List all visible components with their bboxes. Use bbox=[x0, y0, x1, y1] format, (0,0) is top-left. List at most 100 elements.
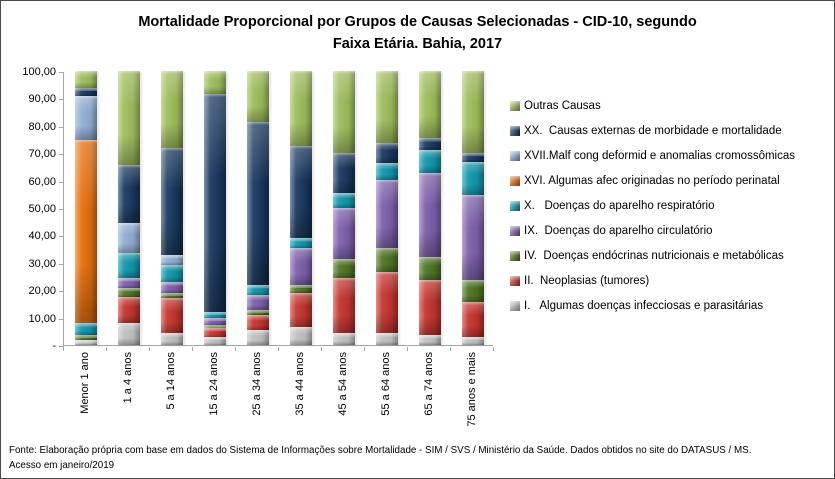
bar-segment bbox=[74, 340, 97, 345]
bar-segment bbox=[332, 259, 355, 279]
bar-segment bbox=[246, 309, 269, 316]
y-axis-tick-mark bbox=[59, 72, 64, 73]
bar-5-a-14-anos bbox=[160, 71, 183, 345]
legend-swatch-icon bbox=[510, 300, 520, 311]
bar-segment bbox=[289, 237, 312, 249]
bar-segment bbox=[203, 311, 226, 319]
bar-segment bbox=[375, 143, 398, 164]
y-axis-tick-label: 30,00 bbox=[28, 257, 56, 270]
y-axis-tick-mark bbox=[59, 346, 64, 347]
legend-label: XX. Causas externas de morbidade e morta… bbox=[524, 124, 782, 137]
source-note: Fonte: Elaboração própria com base em da… bbox=[9, 443, 829, 473]
bar-segment bbox=[160, 71, 183, 148]
bar-15-a-24-anos bbox=[203, 71, 226, 345]
x-axis-tick-mark bbox=[63, 347, 64, 351]
bar-segment bbox=[246, 295, 269, 310]
bar-segment bbox=[461, 153, 484, 162]
legend-label: IV. Doenças endócrinas nutricionais e me… bbox=[524, 249, 784, 262]
x-axis-tick-mark bbox=[192, 347, 193, 351]
chart-title-line1: Mortalidade Proporcional por Grupos de C… bbox=[138, 14, 697, 30]
bar-segment bbox=[160, 333, 183, 345]
x-axis-tick-mark bbox=[235, 347, 236, 351]
y-axis-tick-label: 10,00 bbox=[28, 312, 56, 325]
bar-segment bbox=[375, 71, 398, 144]
y-axis-tick-label: 40,00 bbox=[28, 230, 56, 243]
bar-55-a-64-anos bbox=[375, 71, 398, 345]
x-axis-category-label: 65 a 74 anos bbox=[422, 352, 435, 416]
x-axis-category-label: 35 a 44 anos bbox=[293, 352, 306, 416]
bar-segment bbox=[74, 323, 97, 336]
bar-segment bbox=[203, 325, 226, 329]
bar-segment bbox=[117, 296, 140, 324]
bar-segment bbox=[375, 248, 398, 272]
bar-segment bbox=[461, 195, 484, 281]
bar-segment bbox=[117, 288, 140, 297]
y-axis-tick-label: 90,00 bbox=[28, 93, 56, 106]
x-axis-category-label: 75 anos e mais bbox=[465, 352, 478, 427]
bar-segment bbox=[74, 95, 97, 141]
bar-segment bbox=[246, 71, 269, 122]
y-axis-tick-mark bbox=[59, 181, 64, 183]
y-axis-tick-mark bbox=[59, 126, 64, 128]
bar-segment bbox=[418, 257, 441, 281]
source-note-line2: Acesso em janeiro/2019 bbox=[9, 460, 115, 471]
bar-65-a-74-anos bbox=[418, 71, 441, 345]
legend-item: Outras Causas bbox=[510, 93, 795, 118]
x-axis-category-label: 5 a 14 anos bbox=[164, 352, 177, 410]
bar-segment bbox=[117, 71, 140, 165]
bar-segment bbox=[418, 280, 441, 336]
bar-segment bbox=[461, 71, 484, 154]
legend-label: I. Algumas doenças infecciosas e parasit… bbox=[524, 299, 764, 312]
x-axis-tick-mark bbox=[364, 347, 365, 351]
bar-segment bbox=[117, 223, 140, 253]
legend-item: X. Doenças do aparelho respiratório bbox=[510, 193, 795, 218]
y-axis-tick-mark bbox=[59, 99, 64, 101]
y-axis-tick-label: 100,00 bbox=[22, 66, 56, 78]
x-axis-tick-mark bbox=[493, 347, 494, 351]
bar-segment bbox=[74, 140, 97, 324]
bar-segment bbox=[160, 298, 183, 334]
bar-segment bbox=[332, 333, 355, 345]
bar-segment bbox=[246, 329, 269, 345]
x-axis-category-label: 15 a 24 anos bbox=[207, 352, 220, 416]
y-axis-tick-label: 80,00 bbox=[28, 120, 56, 133]
bar-segment bbox=[289, 285, 312, 293]
legend-swatch-icon bbox=[510, 275, 520, 286]
bar-segment bbox=[246, 285, 269, 296]
legend-label: Outras Causas bbox=[524, 99, 601, 112]
legend-swatch-icon bbox=[510, 125, 520, 136]
bar-35-a-44-anos bbox=[289, 71, 312, 345]
x-axis-category-label: 45 a 54 anos bbox=[336, 352, 349, 416]
bar-segment bbox=[418, 149, 441, 174]
bar-segment bbox=[332, 71, 355, 153]
bar-1-a-4-anos bbox=[117, 71, 140, 345]
bar-25-a-34-anos bbox=[246, 71, 269, 345]
bar-segment bbox=[246, 121, 269, 285]
x-axis-tick-mark bbox=[450, 347, 451, 351]
legend: Outras Causas XX. Causas externas de morb… bbox=[510, 93, 795, 318]
legend-label: X. Doenças do aparelho respiratório bbox=[524, 199, 715, 212]
bar-segment bbox=[418, 138, 441, 150]
legend-label: XVI. Algumas afec originadas no período … bbox=[524, 174, 780, 187]
legend-swatch-icon bbox=[510, 200, 520, 211]
bar-segment bbox=[160, 265, 183, 282]
legend-item: IX. Doenças do aparelho circulatório bbox=[510, 218, 795, 243]
bar-segment bbox=[74, 88, 97, 96]
legend-item: IV. Doenças endócrinas nutricionais e me… bbox=[510, 243, 795, 268]
bar-segment bbox=[375, 332, 398, 345]
bar-segment bbox=[332, 152, 355, 194]
chart-title: Mortalidade Proporcional por Grupos de C… bbox=[1, 11, 834, 55]
bar-segment bbox=[418, 173, 441, 258]
x-axis-tick-mark bbox=[407, 347, 408, 351]
legend-label: IX. Doenças do aparelho circulatório bbox=[524, 224, 713, 237]
bar-segment bbox=[332, 193, 355, 209]
bar-segment bbox=[160, 293, 183, 299]
bar-75-anos-e-mais bbox=[461, 71, 484, 345]
bar-segment bbox=[117, 252, 140, 279]
bar-segment bbox=[289, 327, 312, 345]
legend-swatch-icon bbox=[510, 100, 520, 111]
bar-segment bbox=[74, 335, 97, 341]
x-axis-tick-mark bbox=[106, 347, 107, 351]
legend-item: XX. Causas externas de morbidade e morta… bbox=[510, 118, 795, 143]
bar-segment bbox=[203, 336, 226, 345]
